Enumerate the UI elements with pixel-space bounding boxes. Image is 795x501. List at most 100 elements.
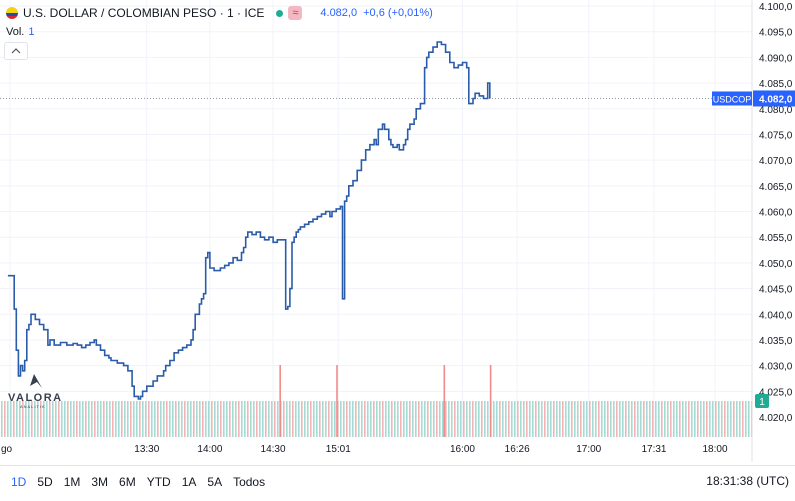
volume-bar xyxy=(535,401,537,437)
volume-bar xyxy=(19,401,21,437)
volume-bar xyxy=(187,401,189,437)
y-tick-label: 4.065,0 xyxy=(759,182,793,193)
volume-bar xyxy=(124,401,126,437)
volume-bar xyxy=(58,401,60,437)
volume-bar xyxy=(436,401,438,437)
last-price-tag: 4.082,0 xyxy=(759,94,793,105)
symbol-header: U.S. DOLLAR / COLOMBIAN PESO · 1 · ICE ≈… xyxy=(6,5,433,21)
y-tick-label: 4.080,0 xyxy=(759,105,793,116)
timeframe-ytd[interactable]: YTD xyxy=(146,474,171,489)
volume-bar xyxy=(43,401,45,437)
x-tick-label: 16:00 xyxy=(450,444,475,455)
volume-bar xyxy=(520,401,522,437)
volume-label: Vol. xyxy=(6,26,25,38)
utc-clock[interactable]: 18:31:38 (UTC) xyxy=(706,474,789,488)
volume-bar xyxy=(331,401,333,437)
x-tick-label: go xyxy=(1,444,13,455)
volume-bar xyxy=(208,401,210,437)
volume-bar xyxy=(724,401,726,437)
volume-bar xyxy=(322,401,324,437)
x-tick-label: 15:01 xyxy=(326,444,351,455)
y-tick-label: 4.075,0 xyxy=(759,130,793,141)
volume-bar xyxy=(31,401,33,437)
delayed-data-icon[interactable]: ≈ xyxy=(288,6,303,20)
volume-bar xyxy=(442,401,444,437)
volume-bar xyxy=(340,401,342,437)
volume-bar xyxy=(52,401,54,437)
symbol-title[interactable]: U.S. DOLLAR / COLOMBIAN PESO · 1 · ICE xyxy=(23,6,265,20)
volume-bar xyxy=(25,401,27,437)
volume-bar xyxy=(613,401,615,437)
volume-bar xyxy=(55,401,57,437)
volume-bar xyxy=(7,401,9,437)
symbol-tag: USDCOP xyxy=(713,94,752,104)
volume-bar xyxy=(385,401,387,437)
volume-bar xyxy=(688,401,690,437)
volume-bar xyxy=(328,401,330,437)
collapse-legend-button[interactable] xyxy=(4,42,28,60)
volume-bar xyxy=(718,401,720,437)
volume-bar xyxy=(592,401,594,437)
volume-bar xyxy=(550,401,552,437)
timeframe-1a[interactable]: 1A xyxy=(181,474,197,489)
volume-bar xyxy=(619,401,621,437)
volume-bar xyxy=(361,401,363,437)
volume-bar xyxy=(229,401,231,437)
volume-bar xyxy=(214,401,216,437)
volume-bar xyxy=(97,401,99,437)
header-price: 4.082,0 xyxy=(320,7,358,19)
volume-bar xyxy=(607,401,609,437)
volume-bar xyxy=(559,401,561,437)
volume-bar xyxy=(604,401,606,437)
volume-bar xyxy=(511,401,513,437)
timeframe-1m[interactable]: 1M xyxy=(63,474,81,489)
volume-bar xyxy=(679,401,681,437)
volume-bar xyxy=(610,401,612,437)
timeframe-3m[interactable]: 3M xyxy=(91,474,109,489)
timeframe-6m[interactable]: 6M xyxy=(119,474,136,489)
volume-bar xyxy=(139,401,141,437)
volume-bar xyxy=(319,401,321,437)
volume-bar xyxy=(295,401,297,437)
volume-bar xyxy=(454,401,456,437)
volume-bar xyxy=(274,401,276,437)
volume-bar xyxy=(28,401,30,437)
volume-value: 1 xyxy=(28,26,35,38)
market-status-dot-icon[interactable] xyxy=(276,9,284,17)
volume-bar xyxy=(298,401,300,437)
volume-bar xyxy=(577,401,579,437)
volume-bar xyxy=(301,401,303,437)
volume-bar xyxy=(565,401,567,437)
x-tick-label: 16:26 xyxy=(505,444,530,455)
volume-legend: Vol. 1 xyxy=(6,26,34,38)
volume-bar xyxy=(310,401,312,437)
volume-bar xyxy=(64,401,66,437)
volume-bar xyxy=(292,401,294,437)
volume-bar xyxy=(4,401,6,437)
volume-bar xyxy=(664,401,666,437)
volume-bar xyxy=(508,401,510,437)
volume-bar xyxy=(34,401,36,437)
volume-spike-bar xyxy=(489,365,492,437)
volume-bar xyxy=(148,401,150,437)
y-tick-label: 4.030,0 xyxy=(759,362,793,373)
timeframe-5a[interactable]: 5A xyxy=(207,474,223,489)
volume-bar xyxy=(517,401,519,437)
timeframe-5d[interactable]: 5D xyxy=(37,474,53,489)
volume-bar xyxy=(637,401,639,437)
volume-bar xyxy=(601,401,603,437)
timeframe-1d[interactable]: 1D xyxy=(11,474,27,489)
volume-bar xyxy=(406,401,408,437)
volume-bar xyxy=(421,401,423,437)
volume-bar xyxy=(175,401,177,437)
volume-bars xyxy=(1,365,753,437)
y-tick-label: 4.025,0 xyxy=(759,387,793,398)
timeframe-todos[interactable]: Todos xyxy=(233,474,266,489)
volume-bar xyxy=(283,401,285,437)
volume-bar xyxy=(349,401,351,437)
volume-bar xyxy=(37,401,39,437)
volume-bar xyxy=(256,401,258,437)
volume-spike-bar xyxy=(336,365,338,437)
